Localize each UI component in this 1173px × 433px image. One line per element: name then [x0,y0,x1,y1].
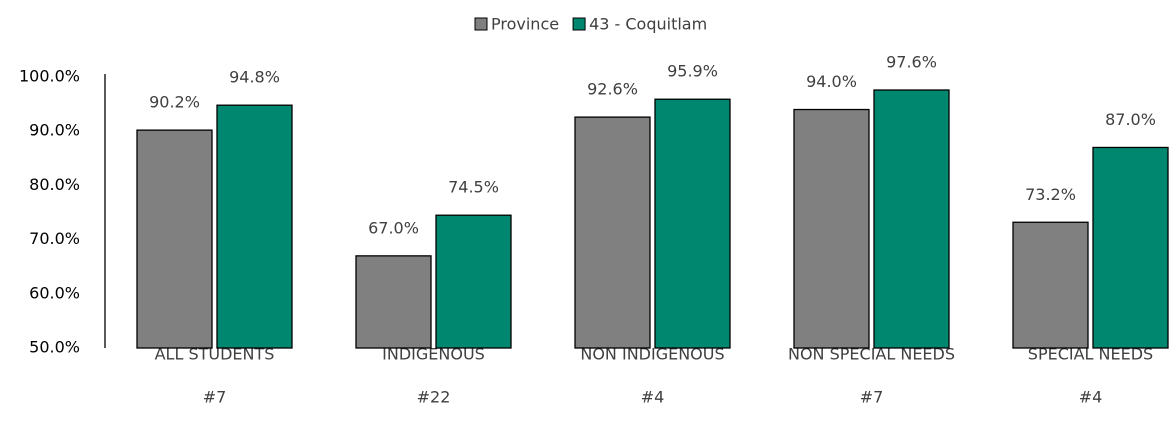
x-tick-label: ALL STUDENTS [155,345,275,364]
x-tick-label: SPECIAL NEEDS [1028,345,1153,364]
x-tick-label: NON INDIGENOUS [580,345,724,364]
data-label: 92.6% [587,80,638,99]
x-rank-label: #7 [203,388,227,407]
x-rank-label: #7 [860,388,884,407]
x-rank-label: #22 [417,388,451,407]
data-label: 74.5% [448,178,499,197]
x-tick-label: NON SPECIAL NEEDS [788,345,955,364]
bar [654,98,731,349]
data-label: 97.6% [886,53,937,72]
bar [574,116,651,349]
legend-swatch [572,17,586,31]
data-label: 95.9% [667,62,718,81]
bar [435,214,512,349]
bar [216,104,293,349]
y-tick-label: 90.0% [29,121,80,140]
legend-label: 43 - Coquitlam [589,15,707,34]
data-label: 90.2% [149,93,200,112]
bar [355,255,432,349]
y-tick-label: 100.0% [19,67,80,86]
data-label: 87.0% [1105,110,1156,129]
legend-label: Province [491,15,559,34]
x-tick-label: INDIGENOUS [382,345,485,364]
bar [1092,146,1169,349]
y-tick-label: 60.0% [29,283,80,302]
bar [136,129,213,349]
x-rank-label: #4 [641,388,665,407]
data-label: 94.8% [229,68,280,87]
y-tick-label: 70.0% [29,229,80,248]
bar [873,89,950,349]
legend-swatch [474,17,488,31]
data-label: 67.0% [368,218,419,237]
data-label: 73.2% [1025,185,1076,204]
data-label: 94.0% [806,72,857,91]
y-tick-label: 50.0% [29,338,80,357]
x-rank-label: #4 [1079,388,1103,407]
bar [1012,221,1089,349]
y-tick-label: 80.0% [29,175,80,194]
bar [793,108,870,349]
